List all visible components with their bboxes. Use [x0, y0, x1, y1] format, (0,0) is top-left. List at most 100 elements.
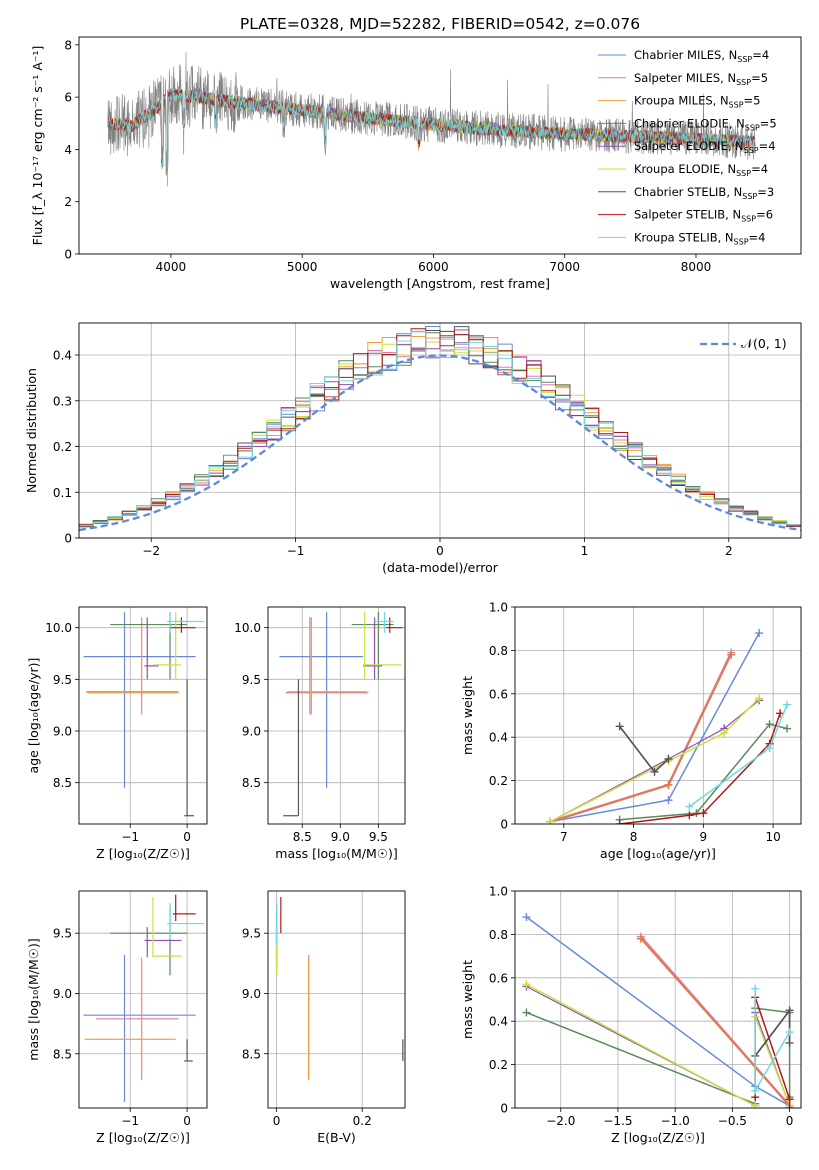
- y-tick-label: 0: [500, 1102, 508, 1116]
- x-axis-label: Z [log₁₀(Z/Z☉)]: [96, 846, 190, 861]
- mass-weight-point: [650, 767, 659, 776]
- legend-entry: Kroupa STELIB, NSSP=4: [634, 230, 765, 246]
- legend-entry: Chabrier STELIB, NSSP=3: [634, 185, 774, 201]
- mass-weight-point: [522, 1008, 531, 1017]
- y-axis-label: mass weight: [460, 676, 475, 755]
- mass-weight-point: [522, 913, 531, 922]
- plot-area: [545, 629, 792, 824]
- plot-area: [83, 894, 205, 1102]
- y-tick-label: 9.0: [242, 987, 261, 1001]
- plot-area: [275, 897, 404, 1081]
- x-tick-label: 1: [581, 544, 589, 558]
- plot-area: [107, 52, 756, 187]
- y-tick-label: 0.4: [489, 731, 508, 745]
- y-tick-label: 1.0: [489, 601, 508, 615]
- x-axis-label: Z [log₁₀(Z/Z☉)]: [96, 1130, 190, 1145]
- mass-weight-point: [751, 984, 760, 993]
- mass-weight-point: [751, 1086, 760, 1095]
- mass-weight-line-2: [640, 938, 791, 1107]
- y-tick-label: 8: [64, 38, 72, 52]
- y-tick-label: 8.5: [242, 1047, 261, 1061]
- y-tick-label: 0.2: [489, 1058, 508, 1072]
- x-tick-label: 8.5: [293, 830, 312, 844]
- observed-spectrum: [107, 52, 756, 187]
- x-tick-label: 8000: [681, 260, 712, 274]
- x-tick-label: −1: [121, 830, 139, 844]
- y-tick-label: 9.0: [53, 725, 72, 739]
- x-tick-label: 10: [765, 830, 780, 844]
- chart-mass-ebv: 0 0.2 8.5 9.0 9.5 E(B-V): [242, 890, 406, 1145]
- mass-weight-point: [664, 754, 673, 763]
- residual-histogram-8: [79, 330, 801, 526]
- mass-weight-point: [783, 724, 792, 733]
- legend-entry: Kroupa ELODIE, NSSP=4: [634, 162, 768, 178]
- x-axis-label: (data-model)/error: [382, 560, 499, 575]
- legend-entry: Chabrier MILES, NSSP=4: [634, 48, 769, 64]
- mass-weight-point: [785, 1006, 794, 1015]
- mass-weight-point: [522, 980, 531, 989]
- legend-entry: 𝒩(0, 1): [741, 336, 787, 351]
- y-tick-label: 0: [64, 532, 72, 546]
- y-tick-label: 4: [64, 143, 72, 157]
- mass-weight-point: [615, 820, 624, 824]
- mass-weight-point: [785, 1095, 794, 1104]
- x-tick-label: 8: [630, 830, 638, 844]
- mass-weight-point: [636, 934, 645, 943]
- gaussian-reference: [79, 354, 801, 532]
- axes-frame: [514, 890, 802, 1109]
- chart-age-mass: 8.5 9.0 9.5 8.5 9.0 9.5 10.0 mass [log₁₀(M/M☉)]: [234, 606, 406, 861]
- y-tick-label: 0.4: [489, 1015, 508, 1029]
- y-tick-label: 9.0: [242, 725, 261, 739]
- x-tick-label: −2: [142, 544, 160, 558]
- mass-weight-point: [765, 720, 774, 729]
- x-tick-label: 9: [700, 830, 708, 844]
- chart-age-Z: −1 0 8.5 9.0 9.5 10.0 Z [log₁₀(Z/Z☉)] age [log₁…: [26, 606, 208, 861]
- chart-weight-Z: −2.0 −1.5 −1.0 −0.5 0 0 0.2 0.4 0.6 0.8 1.0 Z [log₁…: [460, 885, 802, 1145]
- x-tick-label: 2: [725, 544, 733, 558]
- axes-frame: [514, 606, 802, 825]
- x-tick-label: 0: [436, 544, 444, 558]
- x-tick-label: 6000: [418, 260, 449, 274]
- mass-weight-point: [685, 811, 694, 820]
- x-tick-label: 0: [183, 830, 191, 844]
- y-tick-label: 0.6: [489, 971, 508, 985]
- y-tick-label: 0.2: [53, 440, 72, 454]
- x-tick-label: −1: [287, 544, 305, 558]
- y-axis-label: mass [log₁₀(M/M☉)]: [26, 938, 41, 1060]
- y-tick-label: 1.0: [489, 885, 508, 899]
- mass-weight-point: [755, 629, 764, 638]
- mass-weight-point: [785, 1028, 794, 1037]
- chart-residuals: −2 −1 0 1 2 0 0.1 0.2 0.3 0.4 (data-model)/error No…: [24, 322, 802, 575]
- model-spectrum-8: [107, 87, 756, 175]
- x-tick-label: −1: [121, 1114, 139, 1128]
- x-tick-label: −0.5: [718, 1114, 747, 1128]
- y-tick-label: 0.6: [489, 687, 508, 701]
- y-tick-label: 9.5: [242, 927, 261, 941]
- x-tick-label: 7000: [549, 260, 580, 274]
- legend-entry: Salpeter MILES, NSSP=5: [634, 71, 768, 87]
- mass-weight-point: [664, 780, 673, 789]
- plot-area: [279, 612, 403, 817]
- y-tick-label: 0.2: [489, 774, 508, 788]
- mass-weight-line-4: [549, 699, 760, 823]
- mass-weight-point: [664, 796, 673, 805]
- mass-weight-point: [783, 700, 792, 709]
- x-axis-label: wavelength [Angstrom, rest frame]: [330, 276, 550, 291]
- legend-entry: Salpeter ELODIE, NSSP=4: [634, 139, 776, 155]
- x-tick-label: −2.0: [546, 1114, 575, 1128]
- axes-frame: [78, 606, 208, 825]
- x-tick-label: 0: [183, 1114, 191, 1128]
- mass-weight-point: [720, 728, 729, 737]
- x-axis-label: age [log₁₀(age/yr)]: [600, 846, 716, 861]
- axes-frame: [267, 606, 406, 825]
- y-axis-label: Normed distribution: [24, 368, 39, 493]
- y-tick-label: 10.0: [234, 621, 261, 635]
- mass-weight-line-5: [549, 697, 760, 823]
- x-tick-label: −1.5: [603, 1114, 632, 1128]
- y-tick-label: 0.4: [53, 349, 72, 363]
- mass-weight-point: [755, 694, 764, 703]
- y-tick-label: 0.3: [53, 394, 72, 408]
- x-tick-label: 9.0: [331, 830, 350, 844]
- y-tick-label: 2: [64, 195, 72, 209]
